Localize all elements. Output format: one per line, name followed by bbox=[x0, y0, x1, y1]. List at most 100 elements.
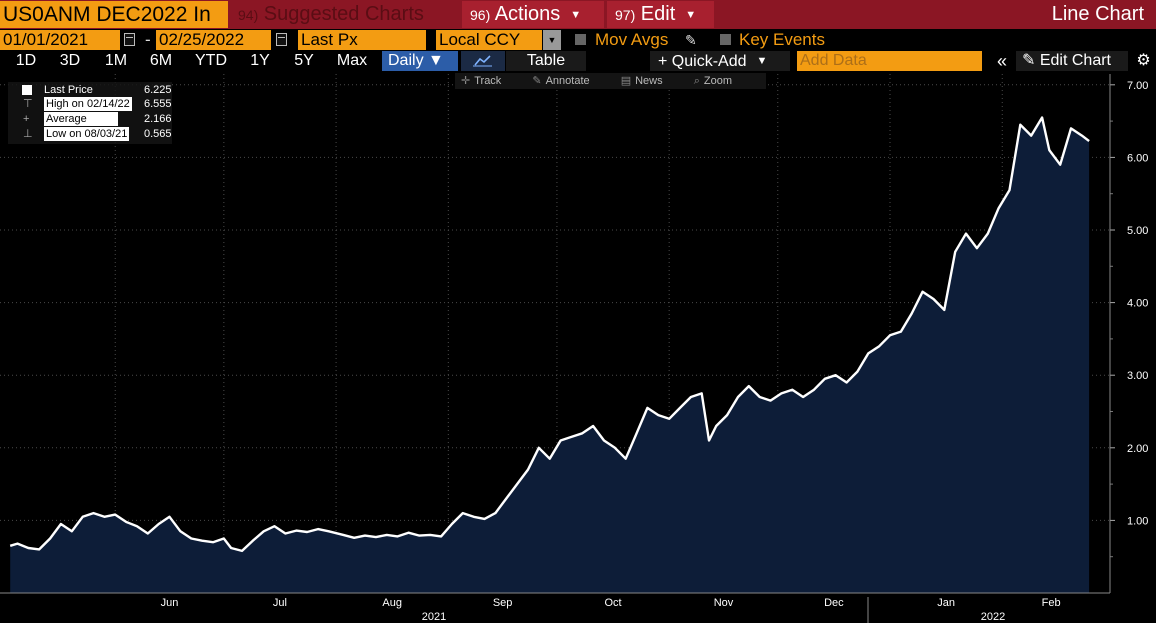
y-tick-label: 3.00 bbox=[1127, 370, 1148, 382]
ticker-field[interactable]: US0ANM DEC2022 In bbox=[0, 1, 228, 28]
mov-avgs-label: Mov Avgs bbox=[595, 30, 669, 49]
x-tick-label: Jan bbox=[937, 597, 955, 609]
edit-chart-label: Edit Chart bbox=[1039, 52, 1111, 69]
news-icon: ▤ bbox=[620, 75, 632, 87]
timeframe-1y[interactable]: 1Y bbox=[250, 52, 270, 69]
legend-label: Average bbox=[44, 112, 118, 126]
frequency-label: Daily bbox=[388, 52, 424, 69]
x-axis: Jun Jul Aug Sep Oct Nov Dec Jan Feb 2021 2022 bbox=[0, 592, 1110, 623]
quick-add-label: Quick-Add bbox=[671, 53, 747, 70]
legend-label: High on 02/14/22 bbox=[44, 97, 132, 111]
legend-value: 0.565 bbox=[144, 128, 172, 140]
actions-menu[interactable]: 96) Actions ▼ bbox=[462, 1, 604, 28]
legend-row-last-price[interactable]: Last Price 6.225 bbox=[8, 83, 172, 97]
crosshair-icon: ✛ bbox=[461, 75, 471, 87]
edit-menu[interactable]: 97) Edit ▼ bbox=[607, 1, 714, 28]
header-bar: US0ANM DEC2022 In 94) Suggested Charts 9… bbox=[0, 0, 1156, 29]
track-label: Track bbox=[474, 75, 502, 87]
quick-add-button[interactable]: + Quick-Add ▼ bbox=[650, 51, 790, 71]
news-tool[interactable]: ▤ News bbox=[621, 75, 677, 87]
y-tick-label: 4.00 bbox=[1127, 298, 1148, 310]
timeframe-1d[interactable]: 1D bbox=[15, 52, 37, 69]
chart-type-title: Line Chart bbox=[1051, 3, 1144, 25]
timeframe-max[interactable]: Max bbox=[336, 52, 368, 69]
actions-label: Actions bbox=[494, 3, 561, 25]
chevron-down-icon: ▼ bbox=[756, 55, 768, 67]
table-button[interactable]: Table bbox=[506, 51, 586, 71]
x-tick-label: Jul bbox=[273, 597, 287, 609]
news-label: News bbox=[635, 75, 663, 87]
average-marker-icon: + bbox=[23, 113, 30, 125]
magnifier-icon: ⌕ bbox=[693, 75, 700, 87]
mov-avgs-checkbox[interactable] bbox=[575, 34, 586, 45]
frequency-select[interactable]: Daily ▼ bbox=[382, 51, 458, 71]
edit-chart-button[interactable]: ✎ Edit Chart bbox=[1016, 51, 1128, 71]
key-events-label: Key Events bbox=[739, 30, 825, 49]
chevron-down-icon: ▼ bbox=[685, 9, 697, 21]
zoom-tool[interactable]: ⌕ Zoom bbox=[694, 75, 746, 87]
add-data-input[interactable]: Add Data bbox=[797, 51, 982, 71]
legend-row-high[interactable]: ⊤ High on 02/14/22 6.555 bbox=[8, 97, 172, 111]
y-tick-label: 7.00 bbox=[1127, 80, 1148, 92]
legend-row-low[interactable]: ⊥ Low on 08/03/21 0.565 bbox=[8, 127, 172, 141]
currency-select[interactable]: Local CCY bbox=[436, 30, 542, 50]
actions-number: 96) bbox=[470, 7, 491, 23]
suggested-charts-menu[interactable]: 94) Suggested Charts bbox=[230, 1, 466, 28]
pencil-icon: ✎ bbox=[1022, 52, 1036, 69]
white-swatch-icon bbox=[22, 85, 32, 95]
x-tick-label: Dec bbox=[824, 597, 844, 609]
start-date-field[interactable]: 01/01/2021 bbox=[0, 30, 120, 50]
y-axis: 1.00 2.00 3.00 4.00 5.00 6.00 7.00 bbox=[1109, 74, 1148, 593]
price-area bbox=[10, 117, 1090, 593]
chart-tools: ✛ Track ✎ Annotate ▤ News ⌕ Zoom bbox=[455, 73, 766, 89]
x-tick-label: Oct bbox=[604, 597, 621, 609]
annotate-icon: ✎ bbox=[532, 75, 542, 87]
line-chart-toggle[interactable] bbox=[461, 51, 505, 71]
key-events-checkbox[interactable] bbox=[720, 34, 731, 45]
legend-value: 2.166 bbox=[144, 113, 172, 125]
legend-row-average[interactable]: + Average 2.166 bbox=[8, 112, 172, 126]
calendar-icon[interactable] bbox=[124, 33, 135, 46]
year-label: 2022 bbox=[981, 611, 1005, 623]
edit-number: 97) bbox=[615, 7, 636, 23]
timeframe-3d[interactable]: 3D bbox=[59, 52, 81, 69]
x-tick-label: Feb bbox=[1042, 597, 1061, 609]
price-field-select[interactable]: Last Px bbox=[298, 30, 426, 50]
line-chart-icon bbox=[473, 55, 492, 67]
double-chevron-left-icon[interactable]: « bbox=[996, 51, 1007, 71]
controls-bar: 01/01/2021 - 02/25/2022 Last Px Local CC… bbox=[0, 30, 1156, 50]
suggested-charts-label: Suggested Charts bbox=[263, 3, 424, 25]
low-marker-icon: ⊥ bbox=[23, 128, 33, 140]
legend-value: 6.555 bbox=[144, 98, 172, 110]
chevron-down-icon[interactable]: ▼ bbox=[543, 30, 561, 50]
x-tick-label: Aug bbox=[382, 597, 402, 609]
high-marker-icon: ⊤ bbox=[23, 98, 33, 110]
timeframe-ytd[interactable]: YTD bbox=[195, 52, 227, 69]
x-tick-label: Sep bbox=[493, 597, 513, 609]
timeframe-1m[interactable]: 1M bbox=[104, 52, 128, 69]
triangle-down-icon: ▼ bbox=[428, 52, 444, 69]
track-tool[interactable]: ✛ Track bbox=[461, 75, 515, 87]
edit-label: Edit bbox=[640, 3, 676, 25]
y-tick-label: 2.00 bbox=[1127, 443, 1148, 455]
x-tick-label: Nov bbox=[714, 597, 734, 609]
pencil-icon[interactable]: ✎ bbox=[685, 32, 697, 48]
zoom-label: Zoom bbox=[703, 75, 732, 87]
chart-legend: Last Price 6.225 ⊤ High on 02/14/22 6.55… bbox=[8, 82, 172, 144]
annotate-tool[interactable]: ✎ Annotate bbox=[532, 75, 603, 87]
annotate-label: Annotate bbox=[545, 75, 590, 87]
y-tick-label: 6.00 bbox=[1127, 152, 1148, 164]
plus-icon: + bbox=[658, 53, 668, 70]
toolbar: 1D 3D 1M 6M YTD 1Y 5Y Max Daily ▼ Table … bbox=[0, 51, 1156, 71]
y-tick-label: 1.00 bbox=[1127, 515, 1148, 527]
calendar-icon[interactable] bbox=[276, 33, 287, 46]
suggested-charts-number: 94) bbox=[238, 7, 259, 23]
timeframe-5y[interactable]: 5Y bbox=[294, 52, 314, 69]
gear-icon[interactable]: ⚙ bbox=[1136, 52, 1151, 69]
y-tick-label: 5.00 bbox=[1127, 225, 1148, 237]
year-label: 2021 bbox=[422, 611, 446, 623]
legend-label: Last Price bbox=[44, 84, 93, 96]
timeframe-6m[interactable]: 6M bbox=[149, 52, 173, 69]
end-date-field[interactable]: 02/25/2022 bbox=[156, 30, 271, 50]
